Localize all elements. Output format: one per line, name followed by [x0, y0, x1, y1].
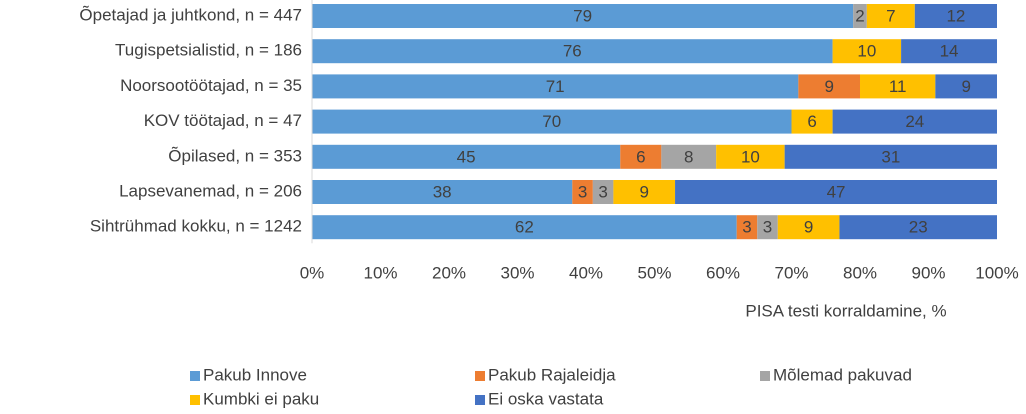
data-label: 10 [741, 147, 760, 166]
data-label: 79 [573, 6, 592, 25]
data-label: 9 [961, 77, 970, 96]
bar-segment [312, 4, 854, 28]
y-tick-label: Sihtrühmad kokku, n = 1242 [90, 217, 302, 236]
data-label: 2 [855, 6, 864, 25]
x-tick-label: 40% [569, 263, 603, 282]
y-tick-label: Tugispetsialistid, n = 186 [115, 41, 302, 60]
bar-segment [613, 180, 676, 204]
data-label: 8 [684, 147, 693, 166]
data-label: 24 [905, 112, 924, 131]
x-tick-label: 20% [432, 263, 466, 282]
bar-segment [777, 215, 840, 240]
x-axis-label: PISA testi korraldamine, % [745, 301, 946, 320]
data-label: 3 [578, 182, 587, 201]
x-tick-label: 30% [500, 263, 534, 282]
bar-segment [312, 39, 833, 64]
data-label: 47 [827, 182, 846, 201]
x-tick-label: 60% [706, 263, 740, 282]
bar-segment [572, 180, 593, 204]
bar-segment [312, 74, 799, 99]
data-label: 70 [542, 112, 561, 131]
bar-segment [784, 144, 997, 169]
data-label: 38 [433, 182, 452, 201]
data-label: 9 [824, 77, 833, 96]
legend-swatch [190, 395, 200, 405]
bar-segment [832, 39, 902, 64]
bar-segment [675, 180, 997, 204]
bar-segment [798, 74, 860, 99]
data-label: 9 [639, 182, 648, 201]
bar-segment [832, 109, 997, 134]
bar-segment [791, 109, 833, 134]
y-tick-label: Lapsevanemad, n = 206 [119, 181, 302, 200]
y-tick-label: KOV töötajad, n = 47 [144, 111, 302, 130]
data-label: 10 [857, 42, 876, 61]
bar-segment [312, 144, 621, 169]
data-label: 12 [946, 6, 965, 25]
bar-segment [935, 74, 997, 99]
bar-segment [312, 109, 792, 134]
bar-segment [592, 180, 614, 204]
data-label: 11 [889, 77, 907, 96]
bar-segment [620, 144, 662, 169]
bar-segment [914, 4, 997, 28]
bar-segment [860, 74, 936, 99]
legend-label: Pakub Rajaleidja [488, 365, 616, 384]
data-label: 76 [563, 42, 582, 61]
data-label: 3 [763, 218, 772, 237]
x-tick-label: 0% [300, 263, 325, 282]
data-label: 71 [546, 77, 565, 96]
legend-label: Pakub Innove [203, 365, 307, 384]
legend-swatch [190, 371, 200, 381]
legend-label: Mõlemad pakuvad [773, 365, 912, 384]
bar-segment [839, 215, 997, 240]
data-label: 45 [457, 147, 476, 166]
bar-segment [312, 180, 573, 204]
y-tick-label: Noorsootöötajad, n = 35 [120, 76, 302, 95]
data-label: 9 [804, 218, 813, 237]
data-label: 7 [886, 6, 895, 25]
data-label: 23 [909, 218, 928, 237]
y-tick-label: Õpilased, n = 353 [168, 146, 302, 165]
bar-segment [866, 4, 915, 28]
x-tick-label: 50% [637, 263, 671, 282]
x-tick-label: 10% [363, 263, 397, 282]
bar-segment [716, 144, 785, 169]
x-tick-label: 80% [843, 263, 877, 282]
x-tick-label: 90% [911, 263, 945, 282]
data-label: 3 [598, 182, 607, 201]
bar-segment [736, 215, 758, 240]
data-label: 62 [515, 218, 534, 237]
bar-segment [853, 4, 867, 28]
data-label: 6 [636, 147, 645, 166]
x-tick-label: 70% [774, 263, 808, 282]
x-tick-label: 100% [975, 263, 1018, 282]
y-tick-label: Õpetajad ja juhtkond, n = 447 [79, 5, 302, 24]
data-label: 31 [881, 147, 900, 166]
legend-swatch [475, 395, 485, 405]
data-label: 14 [940, 42, 959, 61]
bar-segment [661, 144, 717, 169]
bar-segment [312, 215, 737, 240]
bar-segment [901, 39, 997, 64]
data-label: 3 [742, 218, 751, 237]
legend-swatch [475, 371, 485, 381]
bar-segment [757, 215, 778, 240]
legend-label: Ei oska vastata [488, 389, 604, 408]
data-label: 6 [807, 112, 816, 131]
legend-label: Kumbki ei paku [203, 389, 319, 408]
legend-swatch [760, 371, 770, 381]
